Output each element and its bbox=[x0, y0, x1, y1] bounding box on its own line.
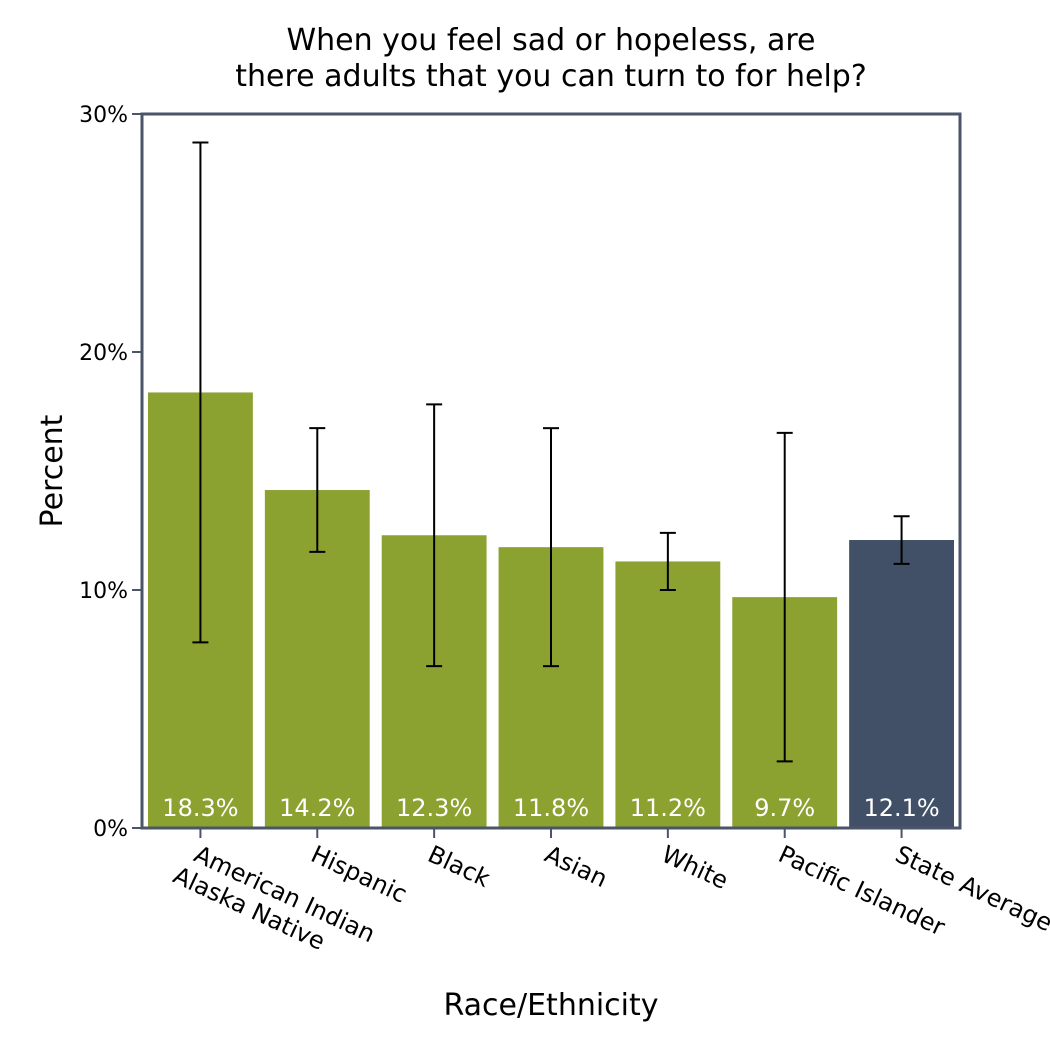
value-label-3: 11.8% bbox=[513, 794, 589, 822]
bar-6 bbox=[849, 540, 954, 828]
value-label-5: 9.7% bbox=[754, 794, 815, 822]
y-tick-label-2: 20% bbox=[79, 341, 128, 366]
value-label-2: 12.3% bbox=[396, 794, 472, 822]
x-tick-label-2: Black bbox=[424, 840, 495, 893]
y-axis-ticks: 0% 10% 20% 30% bbox=[79, 103, 142, 842]
y-tick-label-1: 10% bbox=[79, 579, 128, 604]
y-axis-title: Percent bbox=[35, 414, 70, 527]
x-tick-label-line-3-0: Asian bbox=[540, 840, 611, 893]
chart-title-line-2: there adults that you can turn to for he… bbox=[235, 59, 867, 94]
bar-4 bbox=[615, 561, 721, 828]
x-tick-label-line-2-0: Black bbox=[424, 840, 495, 893]
x-tick-label-4: White bbox=[657, 840, 732, 895]
value-label-4: 11.2% bbox=[630, 794, 706, 822]
x-tick-label-3: Asian bbox=[540, 840, 611, 893]
chart-title-line-1: When you feel sad or hopeless, are bbox=[286, 23, 815, 58]
value-label-1: 14.2% bbox=[279, 794, 355, 822]
y-tick-label-3: 30% bbox=[79, 103, 128, 128]
x-tick-label-line-4-0: White bbox=[657, 840, 732, 895]
value-label-0: 18.3% bbox=[162, 794, 238, 822]
plot-frame bbox=[140, 112, 962, 830]
error-bars-group bbox=[192, 141, 910, 763]
value-label-6: 12.1% bbox=[863, 794, 939, 822]
value-labels-group: 18.3% 14.2% 12.3% 11.8% 11.2% 9.7% 12.1% bbox=[162, 794, 939, 822]
x-axis-title: Race/Ethnicity bbox=[443, 988, 658, 1023]
y-tick-label-0: 0% bbox=[93, 817, 128, 842]
chart-title: When you feel sad or hopeless, arethere … bbox=[235, 23, 867, 94]
